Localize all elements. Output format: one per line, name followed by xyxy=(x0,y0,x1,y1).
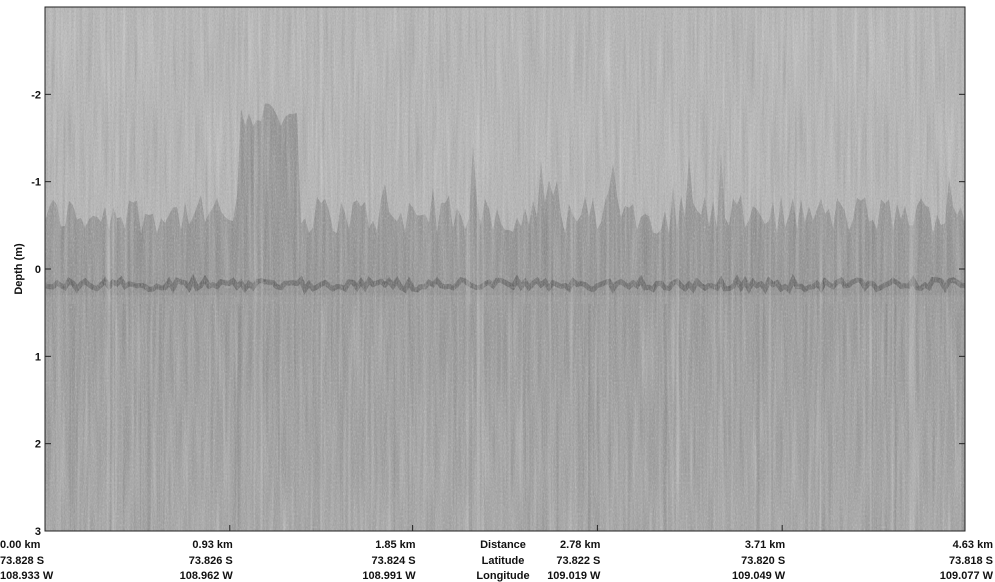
x-tick-label-latitude: 73.826 S xyxy=(189,555,233,567)
plot-area xyxy=(45,7,965,531)
row-labels: Distance Latitude Longitude xyxy=(476,539,529,582)
x-tick-label-latitude: 73.820 S xyxy=(741,555,785,567)
x-tick-label-distance: 0.93 km xyxy=(192,539,233,551)
x-tick-label-distance: 4.63 km xyxy=(953,539,994,551)
y-tick-label: 2 xyxy=(35,439,41,451)
x-tick-label-latitude: 73.822 S xyxy=(556,555,600,567)
y-axis-title: Depth (m) xyxy=(13,243,25,295)
x-tick-label-longitude: 109.019 W xyxy=(547,570,601,582)
x-tick-label-distance: 2.78 km xyxy=(560,539,601,551)
y-tick-label: -1 xyxy=(31,177,41,189)
x-tick-label-longitude: 109.049 W xyxy=(732,570,786,582)
row-label: Longitude xyxy=(476,570,529,582)
y-tick-label: 0 xyxy=(35,264,41,276)
x-tick-label-distance: 0.00 km xyxy=(0,539,41,551)
x-tick-label-longitude: 108.962 W xyxy=(180,570,234,582)
x-tick-label-distance: 1.85 km xyxy=(375,539,416,551)
y-tick-label: -2 xyxy=(31,89,41,101)
x-tick-label-latitude: 73.818 S xyxy=(949,555,993,567)
row-label: Distance xyxy=(480,539,526,551)
y-tick-label: 1 xyxy=(35,351,41,363)
y-axis: -2 -1 0 1 2 3 xyxy=(31,89,965,538)
x-tick-label-longitude: 108.933 W xyxy=(0,570,54,582)
x-tick-label-longitude: 109.077 W xyxy=(940,570,994,582)
x-tick-label-latitude: 73.828 S xyxy=(0,555,44,567)
x-tick-label-longitude: 108.991 W xyxy=(362,570,416,582)
x-tick-label-latitude: 73.824 S xyxy=(372,555,416,567)
x-axis: 0.00 km 73.828 S 108.933 W 0.93 km 73.826 S 1… xyxy=(0,525,994,582)
row-label: Latitude xyxy=(482,555,525,567)
streak-noise xyxy=(45,7,965,531)
x-tick-label-distance: 3.71 km xyxy=(745,539,786,551)
y-tick-label: 3 xyxy=(35,526,41,538)
